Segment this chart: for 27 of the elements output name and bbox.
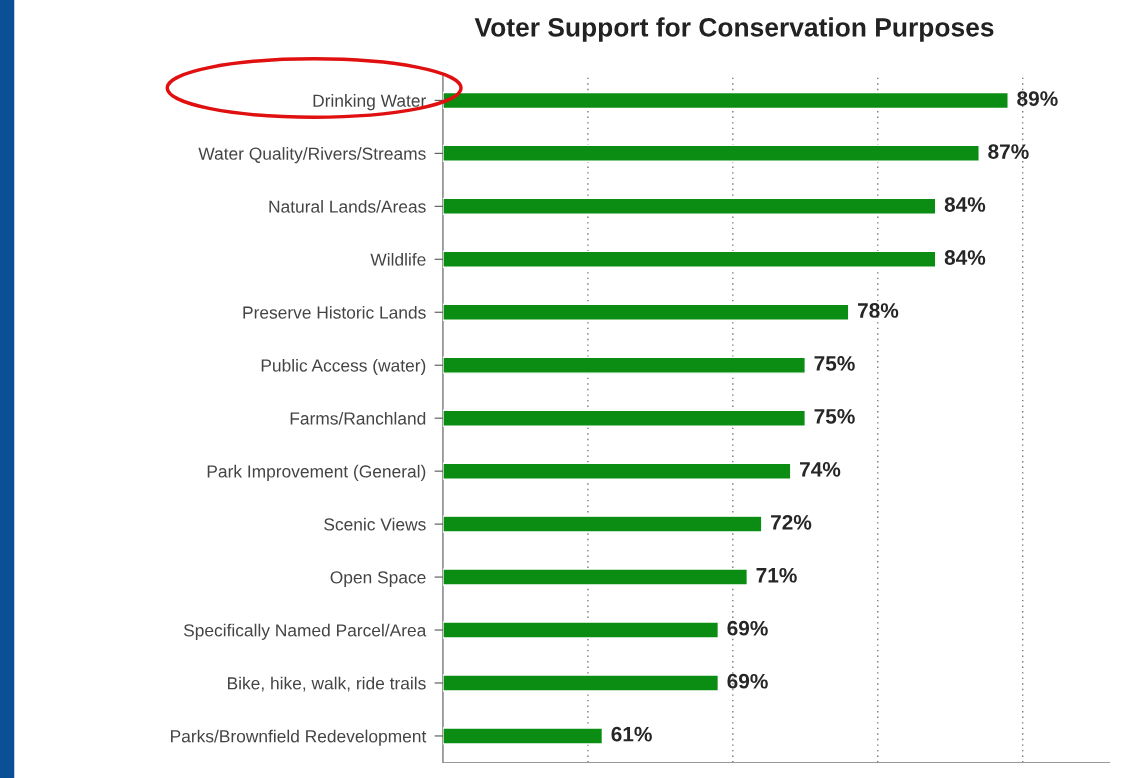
data-label: 69% — [727, 620, 768, 636]
data-label: 75% — [814, 409, 855, 424]
y-tick-label: Parks/Brownfield Redevelopment — [171, 729, 427, 746]
data-label: 71% — [756, 567, 797, 583]
y-tick-label: Natural Lands/Areas — [269, 200, 426, 213]
y-tick-label: Public Access (water) — [261, 358, 426, 376]
y-tick-label: Park Improvement (General) — [207, 464, 426, 482]
data-label: 69% — [727, 673, 768, 689]
y-tick-label: Drinking Water — [313, 94, 427, 111]
data-label: 87% — [988, 144, 1029, 159]
y-tick-label: Wildlife — [370, 252, 426, 266]
y-tick-label: Preserve Historic Lands — [243, 305, 426, 319]
data-label: 75% — [814, 356, 855, 371]
chart-title: Voter Support for Conservation Purposes — [474, 17, 994, 42]
y-tick-label: Water Quality/Rivers/Streams — [198, 147, 426, 164]
data-label: 78% — [858, 303, 899, 318]
y-tick-label: Bike, hike, walk, ride trails — [228, 676, 426, 692]
data-label: 72% — [771, 514, 812, 530]
data-label: 61% — [611, 726, 652, 742]
data-label: 74% — [800, 462, 841, 477]
data-label: 89% — [1017, 91, 1058, 106]
data-label: 84% — [944, 250, 986, 265]
y-tick-label: Open Space — [330, 571, 426, 587]
y-tick-label: Specifically Named Parcel/Area — [183, 623, 427, 640]
data-label: 84% — [944, 197, 986, 212]
y-tick-label: Scenic Views — [324, 517, 426, 531]
y-tick-label: Farms/Ranchland — [290, 411, 426, 425]
